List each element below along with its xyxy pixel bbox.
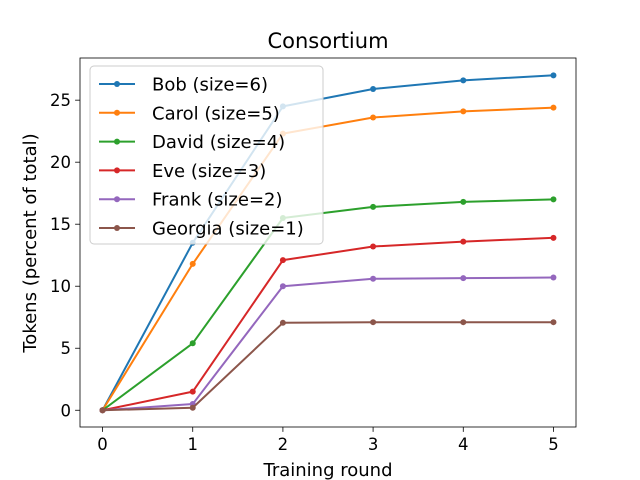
legend-box: [89, 65, 324, 245]
series-4: [99, 274, 557, 414]
x-axis-label: Training round: [262, 460, 392, 480]
series-line: [101, 236, 555, 412]
legend-entry: David (size=4): [99, 132, 285, 153]
data-point: [189, 260, 196, 267]
legend-marker: [114, 138, 120, 145]
legend-label: Bob (size=6): [152, 75, 268, 96]
data-point: [370, 203, 377, 210]
y-tick-label: 20: [50, 153, 71, 172]
y-axis-label: Tokens (percent of total): [20, 133, 41, 353]
data-point: [550, 104, 557, 111]
x-tick-label: 2: [278, 435, 289, 454]
data-point: [370, 319, 377, 326]
legend-label: David (size=4): [152, 132, 285, 153]
plot-frame: [79, 57, 577, 428]
series-line: [101, 198, 555, 412]
legend-marker: [114, 225, 120, 231]
data-point: [370, 275, 377, 282]
data-point: [279, 319, 286, 326]
legend-entry: Georgia (size=1): [99, 219, 304, 240]
series-5: [99, 319, 557, 414]
data-point: [189, 404, 196, 411]
x-tick-label: 1: [187, 435, 198, 454]
y-tick-label: 5: [61, 339, 72, 358]
legend-label: Georgia (size=1): [152, 219, 304, 240]
series-line: [101, 321, 555, 412]
data-point: [550, 72, 557, 79]
legend-marker: [114, 167, 120, 174]
data-point: [370, 86, 377, 93]
x-tick-label: 0: [97, 435, 108, 454]
x-tick-label: 5: [548, 435, 559, 454]
y-axis: 0 5 10 15 20 25: [50, 91, 80, 420]
series-line: [101, 276, 555, 412]
data-point: [550, 319, 557, 326]
legend-entry: Eve (size=3): [99, 161, 266, 182]
y-tick-label: 25: [50, 91, 71, 110]
data-point: [550, 274, 557, 281]
legend: Bob (size=6) Carol (size=5) David (size=4)…: [89, 65, 324, 245]
y-tick-label: 10: [50, 277, 71, 296]
x-axis: 0 1 2 3 4 5: [97, 427, 559, 454]
series-line: [101, 106, 555, 412]
y-tick-label: 15: [50, 215, 71, 234]
x-tick-label: 4: [458, 435, 469, 454]
data-point: [189, 388, 196, 395]
data-point: [460, 238, 467, 245]
series-layer: [99, 72, 557, 414]
data-point: [99, 407, 106, 414]
data-point: [279, 283, 286, 290]
legend-label: Eve (size=3): [152, 161, 266, 182]
legend-label: Frank (size=2): [152, 190, 283, 211]
legend-marker: [114, 196, 120, 203]
data-point: [370, 114, 377, 121]
series-line: [101, 74, 555, 412]
data-point: [460, 77, 467, 84]
data-point: [279, 257, 286, 264]
data-point: [550, 196, 557, 203]
chart-title: Consortium: [267, 29, 388, 53]
legend-marker: [114, 109, 120, 116]
legend-entry: Bob (size=6): [99, 75, 268, 96]
legend-entry: Frank (size=2): [99, 190, 283, 211]
y-tick-label: 0: [61, 401, 72, 420]
legend-entry: Carol (size=5): [99, 103, 280, 124]
data-point: [550, 234, 557, 241]
data-point: [189, 340, 196, 347]
legend-label: Carol (size=5): [152, 103, 280, 124]
data-point: [460, 198, 467, 205]
x-tick-label: 3: [368, 435, 379, 454]
series-3: [99, 234, 557, 414]
legend-marker: [114, 81, 120, 87]
data-point: [460, 275, 467, 282]
data-point: [460, 319, 467, 326]
data-point: [370, 243, 377, 250]
data-point: [460, 108, 467, 115]
